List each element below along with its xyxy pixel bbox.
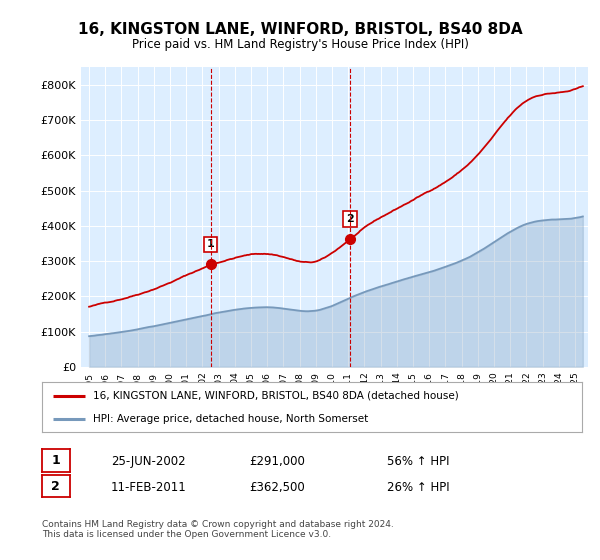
Text: 11-FEB-2011: 11-FEB-2011	[111, 480, 187, 494]
Text: Price paid vs. HM Land Registry's House Price Index (HPI): Price paid vs. HM Land Registry's House …	[131, 38, 469, 51]
Text: Contains HM Land Registry data © Crown copyright and database right 2024.
This d: Contains HM Land Registry data © Crown c…	[42, 520, 394, 539]
Text: £291,000: £291,000	[249, 455, 305, 468]
Text: 2: 2	[52, 479, 60, 493]
Text: 25-JUN-2002: 25-JUN-2002	[111, 455, 185, 468]
Text: 1: 1	[52, 454, 60, 467]
Text: 1: 1	[207, 240, 214, 249]
Text: £362,500: £362,500	[249, 480, 305, 494]
Text: 26% ↑ HPI: 26% ↑ HPI	[387, 480, 449, 494]
Text: 16, KINGSTON LANE, WINFORD, BRISTOL, BS40 8DA (detached house): 16, KINGSTON LANE, WINFORD, BRISTOL, BS4…	[94, 390, 459, 400]
Text: 16, KINGSTON LANE, WINFORD, BRISTOL, BS40 8DA: 16, KINGSTON LANE, WINFORD, BRISTOL, BS4…	[77, 22, 523, 38]
Text: 56% ↑ HPI: 56% ↑ HPI	[387, 455, 449, 468]
Text: 2: 2	[346, 214, 354, 224]
Text: HPI: Average price, detached house, North Somerset: HPI: Average price, detached house, Nort…	[94, 414, 368, 424]
